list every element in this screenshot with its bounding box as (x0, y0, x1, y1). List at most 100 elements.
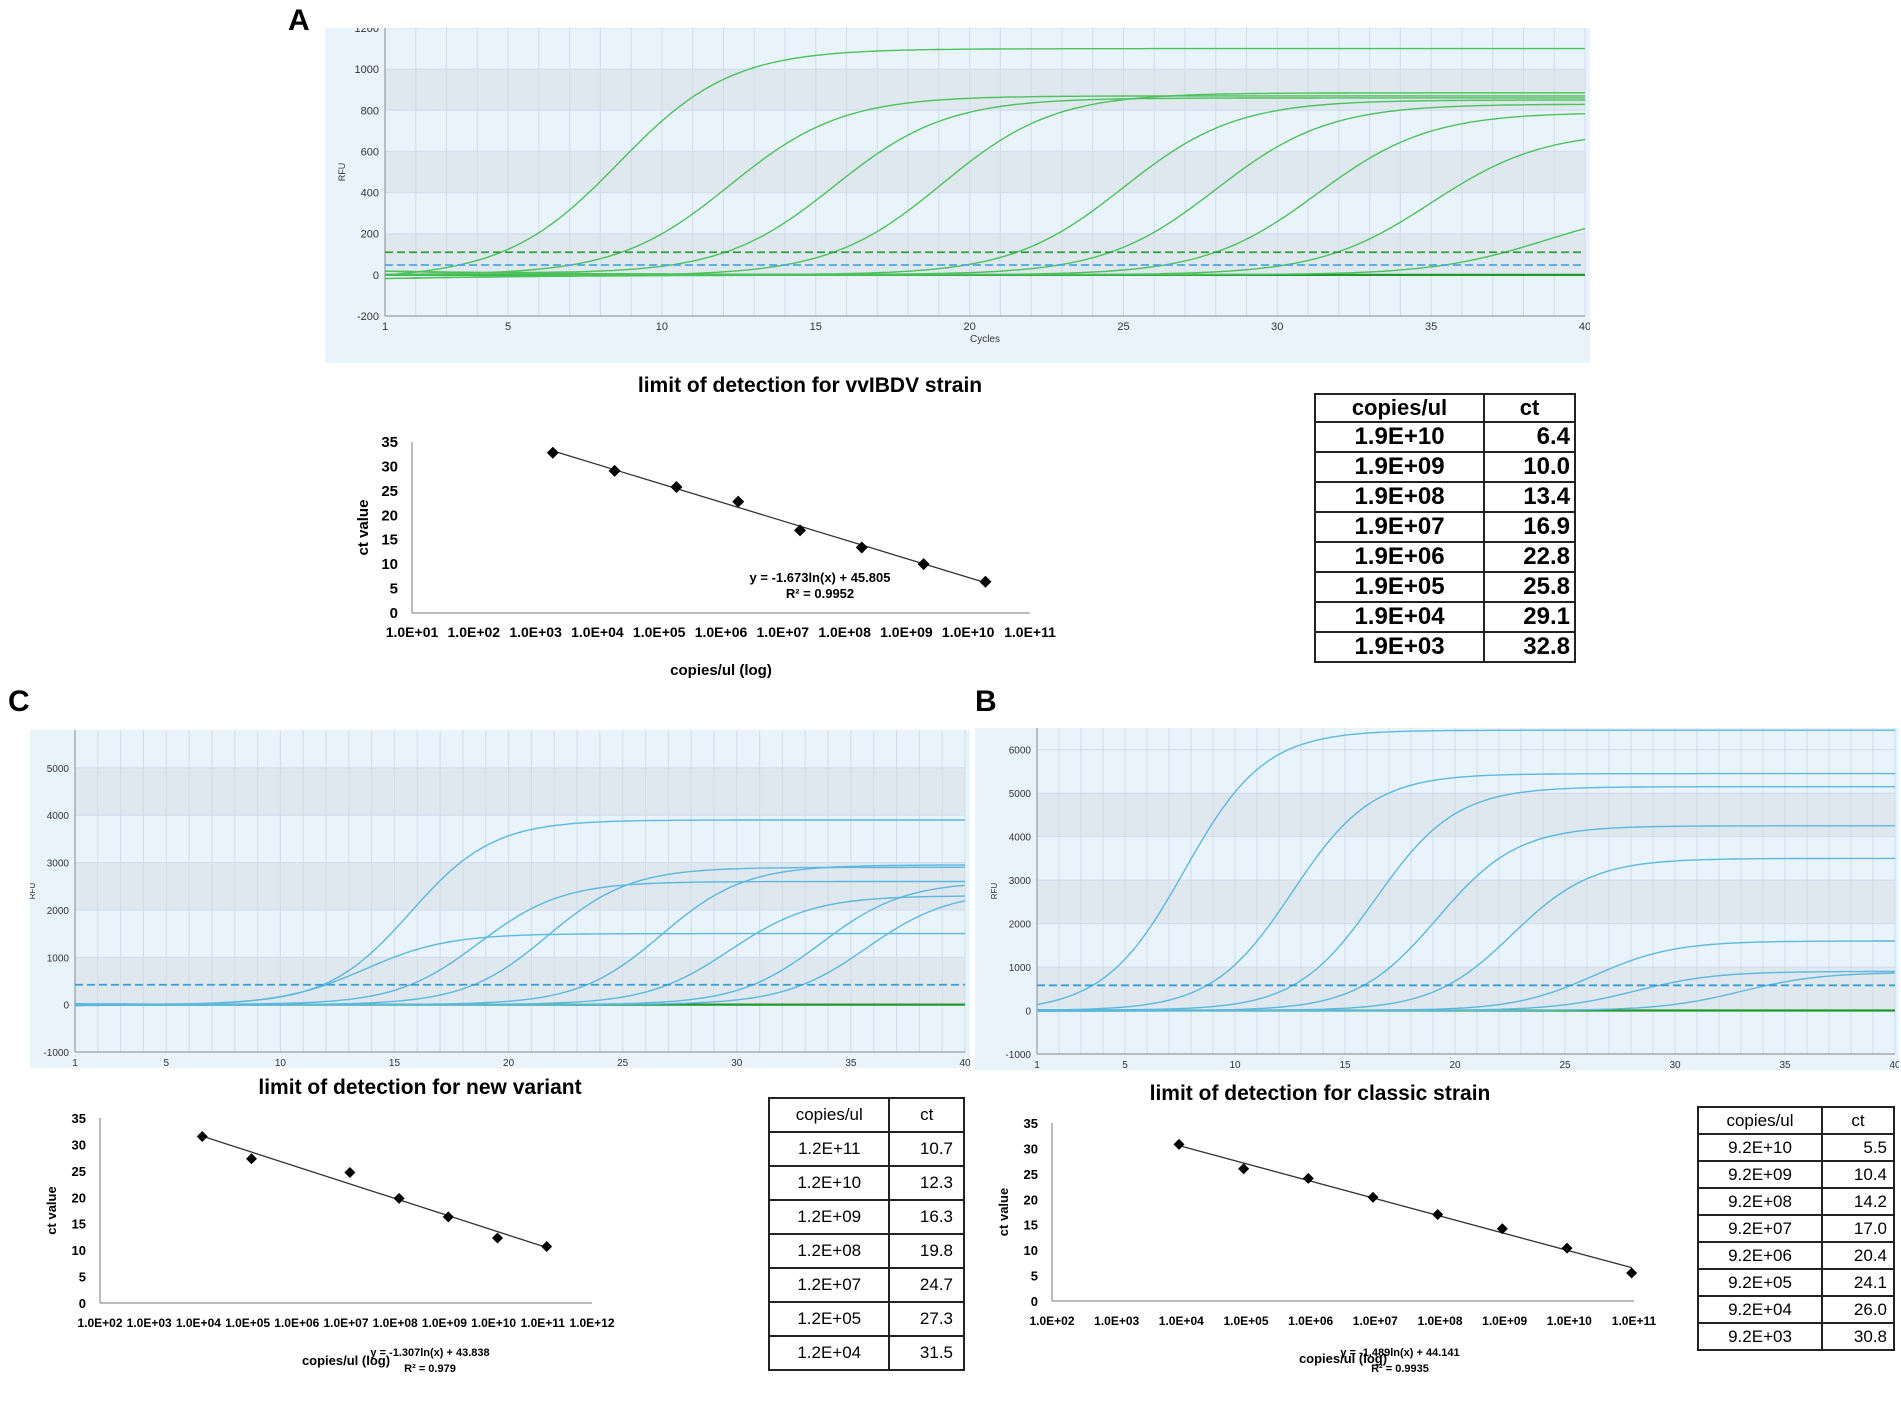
amp-x-tick-label: 5 (505, 321, 511, 333)
std-y-tick-label: 0 (79, 1296, 86, 1311)
table-cell: 10.7 (888, 1131, 965, 1167)
amp-x-tick-label: 10 (656, 321, 668, 333)
std-x-tick-label: 1.0E+09 (1482, 1314, 1527, 1328)
table-cell: 1.2E+09 (767, 1199, 891, 1235)
amp-x-tick-label: 25 (1559, 1060, 1571, 1070)
std-data-point (670, 480, 683, 493)
std-x-tick-label: 1.0E+04 (571, 624, 624, 640)
plot-title-b: limit of detection for classic strain (1149, 1082, 1491, 1105)
table-cell: 9.2E+03 (1697, 1322, 1823, 1351)
table-row: 1.9E+04 29.1 (1314, 601, 1576, 633)
std-x-tick-label: 1.0E+08 (373, 1316, 418, 1330)
table-cell: 16.9 (1483, 511, 1576, 543)
table-row: 1.2E+11 10.7 (767, 1131, 965, 1167)
amp-x-tick-label: 25 (617, 1058, 629, 1068)
amp-x-tick-label: 30 (1669, 1060, 1681, 1070)
std-x-tick-label: 1.0E+04 (176, 1316, 221, 1330)
std-y-tick-label: 10 (72, 1243, 86, 1258)
table-row: 9.2E+03 30.8 (1697, 1322, 1895, 1351)
std-y-axis-label: ct value (996, 1188, 1011, 1236)
std-y-tick-label: 5 (1031, 1269, 1038, 1284)
amp-band (75, 767, 965, 816)
std-data-point (855, 541, 868, 554)
std-x-tick-label: 1.0E+08 (1417, 1314, 1462, 1328)
table-cell: 9.2E+09 (1697, 1160, 1823, 1189)
table-cell: 9.2E+06 (1697, 1241, 1823, 1270)
table-cell: 16.3 (888, 1199, 965, 1235)
amp-y-tick-label: 2000 (47, 906, 70, 917)
plot-title-c: limit of detection for new variant (258, 1076, 582, 1099)
table-cell: 9.2E+05 (1697, 1268, 1823, 1297)
std-x-tick-label: 1.0E+12 (569, 1316, 614, 1330)
amp-y-tick-label: 5000 (47, 764, 70, 775)
std-x-tick-label: 1.0E+06 (274, 1316, 319, 1330)
table-cell: 10.0 (1483, 451, 1576, 483)
table-cell: 9.2E+07 (1697, 1214, 1823, 1243)
amp-y-tick-label: 1000 (355, 64, 379, 76)
table-row: 9.2E+06 20.4 (1697, 1241, 1895, 1270)
std-y-tick-label: 35 (381, 434, 398, 451)
table-cell: 1.9E+07 (1314, 511, 1485, 543)
amp-y-tick-label: 0 (1025, 1007, 1031, 1018)
table-row: 1.9E+08 13.4 (1314, 481, 1576, 513)
std-data-point (541, 1240, 553, 1252)
table-row: 1.2E+09 16.3 (767, 1199, 965, 1235)
amp-y-tick-label: 0 (373, 270, 379, 282)
amp-y-tick-label: -200 (357, 311, 379, 323)
table-header-cell: ct (1483, 393, 1576, 423)
amp-curve (384, 97, 1585, 274)
amp-y-tick-label: 600 (361, 146, 379, 158)
std-x-tick-label: 1.0E+10 (471, 1316, 516, 1330)
std-data-point (1238, 1163, 1250, 1175)
amp-y-tick-label: 3000 (1009, 876, 1032, 887)
std-y-axis-label: ct value (44, 1186, 59, 1234)
table-row: 1.9E+06 22.8 (1314, 541, 1576, 573)
table-row: 9.2E+07 17.0 (1697, 1214, 1895, 1243)
std-data-point (1302, 1172, 1314, 1184)
amp-x-tick-label: 15 (810, 321, 822, 333)
std-x-tick-label: 1.0E+02 (1029, 1314, 1074, 1328)
amp-y-tick-label: 400 (361, 188, 379, 200)
std-x-tick-label: 1.0E+10 (942, 624, 995, 640)
std-data-point (1626, 1267, 1638, 1279)
amp-x-tick-label: 40 (959, 1058, 970, 1068)
std-trendline (1178, 1144, 1632, 1269)
table-row: 1.2E+05 27.3 (767, 1301, 965, 1337)
table-cell: 1.9E+05 (1314, 571, 1485, 603)
std-x-tick-label: 1.0E+05 (633, 624, 686, 640)
std-y-tick-label: 20 (72, 1190, 86, 1205)
amp-x-tick-label: 5 (164, 1058, 170, 1068)
ct-table-c: copies/ul ct 1.2E+11 10.7 1.2E+10 12.3 1.2E+09… (767, 1097, 965, 1371)
std-equation: y = -1.673ln(x) + 45.805 (750, 570, 891, 585)
std-y-tick-label: 0 (1031, 1294, 1038, 1309)
table-cell: 1.2E+05 (767, 1301, 891, 1337)
amp-curve (384, 47, 1585, 276)
table-cell: 30.8 (1821, 1322, 1895, 1351)
std-data-point (608, 464, 621, 477)
table-header-cell: ct (888, 1097, 965, 1133)
std-data-point (442, 1211, 454, 1223)
plot-title-a: limit of detection for vvIBDV strain (637, 374, 983, 397)
amp-band (75, 957, 965, 1005)
std-x-tick-label: 1.0E+09 (422, 1316, 467, 1330)
table-cell: 32.8 (1483, 631, 1576, 663)
table-header-cell: copies/ul (767, 1097, 891, 1133)
std-x-tick-label: 1.0E+03 (509, 624, 562, 640)
table-cell: 6.4 (1483, 421, 1576, 453)
table-cell: 24.1 (1821, 1268, 1895, 1297)
table-row: 9.2E+10 5.5 (1697, 1133, 1895, 1162)
amp-y-tick-label: -1000 (43, 1048, 69, 1059)
std-r-squared: R² = 0.9935 (1371, 1363, 1429, 1375)
amp-x-tick-label: 10 (275, 1058, 287, 1068)
amp-y-tick-label: 5000 (1009, 789, 1032, 800)
table-row: 1.9E+09 10.0 (1314, 451, 1576, 483)
amp-x-tick-label: 5 (1122, 1060, 1128, 1070)
std-x-tick-label: 1.0E+06 (695, 624, 748, 640)
std-x-tick-label: 1.0E+05 (1223, 1314, 1268, 1328)
std-data-point (794, 524, 807, 537)
std-y-tick-label: 25 (1024, 1167, 1038, 1182)
table-cell: 12.3 (888, 1165, 965, 1201)
std-r-squared: R² = 0.9952 (786, 586, 854, 601)
